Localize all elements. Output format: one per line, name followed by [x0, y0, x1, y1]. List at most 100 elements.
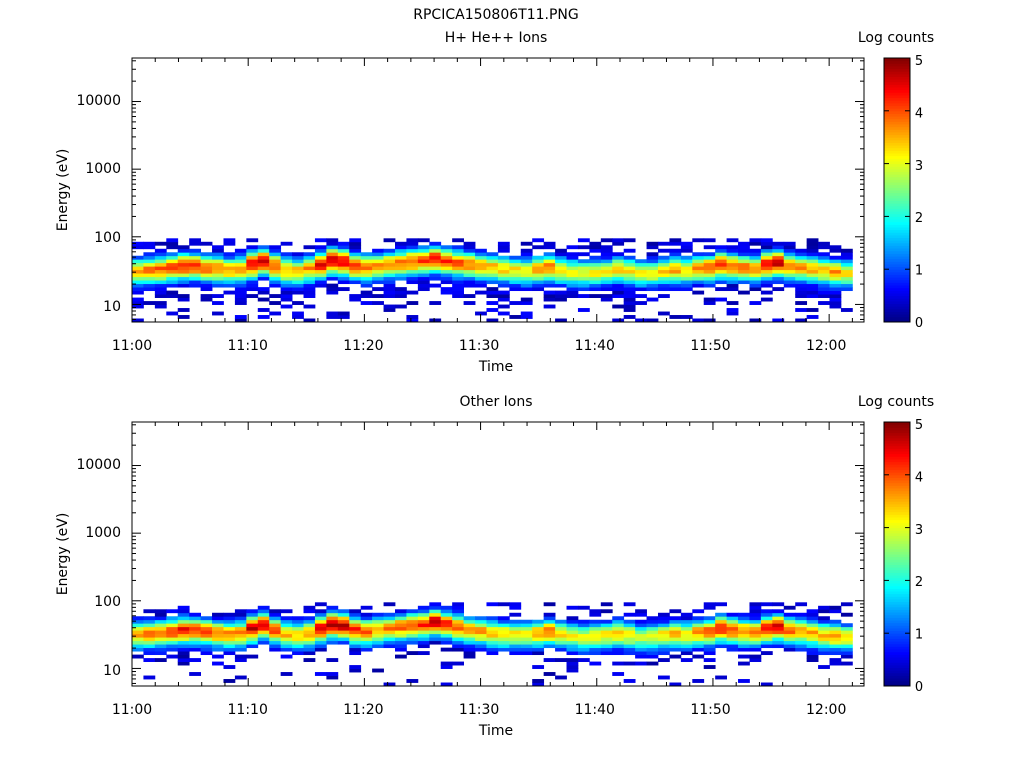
- spectrogram-cell: [589, 280, 602, 285]
- spectrogram-cell: [669, 616, 682, 621]
- spectrogram-cell: [280, 626, 293, 631]
- spectrogram-cell: [555, 273, 567, 278]
- colorbar-segment: [884, 506, 910, 510]
- spectrogram-cell: [429, 633, 442, 638]
- colorbar-segment: [884, 197, 910, 202]
- spectrogram-cell: [566, 287, 579, 292]
- spectrogram-cell: [840, 630, 853, 635]
- spectrogram-cell: [280, 269, 293, 274]
- spectrogram-cell: [612, 651, 625, 656]
- spectrogram-cell: [234, 633, 247, 638]
- colorbar-tick-label: 3: [915, 159, 923, 174]
- spectrogram-cell: [783, 633, 796, 638]
- spectrogram-cell: [360, 301, 373, 305]
- spectrogram-cell: [269, 269, 282, 274]
- spectrogram-cell: [292, 290, 304, 295]
- spectrogram-cell: [360, 623, 373, 628]
- spectrogram-cell: [337, 276, 350, 281]
- spectrogram-cell: [692, 273, 705, 278]
- colorbar-segment: [884, 683, 910, 687]
- spectrogram-cell: [760, 269, 773, 274]
- spectrogram-cell: [772, 619, 785, 624]
- spectrogram-cell: [212, 283, 224, 288]
- spectrogram-cell: [520, 647, 533, 652]
- spectrogram-cell: [417, 609, 430, 614]
- spectrogram-cell: [234, 276, 247, 281]
- spectrogram-cell: [143, 619, 156, 624]
- x-tick-label: 11:30: [459, 338, 499, 354]
- spectrogram-cell: [829, 605, 842, 610]
- spectrogram-cell: [532, 619, 545, 624]
- colorbar-segment: [884, 110, 910, 114]
- spectrogram-cell: [703, 658, 716, 662]
- spectrogram-cell: [760, 238, 773, 243]
- spectrogram-cell: [566, 661, 579, 666]
- colorbar-segment: [884, 171, 910, 175]
- spectrogram-cell: [200, 626, 213, 631]
- spectrogram-cell: [589, 630, 602, 635]
- spectrogram-cell: [692, 637, 705, 642]
- spectrogram-cell: [292, 255, 304, 260]
- spectrogram-cell: [612, 633, 625, 638]
- spectrogram-cell: [269, 633, 282, 638]
- spectrogram-cell: [749, 273, 762, 278]
- spectrogram-cell: [395, 640, 407, 645]
- spectrogram-cell: [463, 241, 476, 246]
- spectrogram-cell: [566, 623, 579, 628]
- colorbar-segment: [884, 464, 910, 468]
- colorbar-segment: [884, 670, 910, 674]
- spectrogram-cell: [429, 301, 442, 305]
- spectrogram-cell: [749, 616, 762, 621]
- colorbar-segment: [884, 527, 910, 531]
- spectrogram-cell: [440, 665, 453, 669]
- spectrogram-cell: [383, 259, 396, 264]
- spectrogram-cell: [463, 301, 476, 305]
- spectrogram-cell: [223, 630, 236, 635]
- spectrogram-cell: [383, 269, 396, 274]
- spectrogram-cell: [555, 658, 567, 662]
- spectrogram-cell: [257, 612, 270, 617]
- spectrogram-cell: [337, 609, 350, 614]
- spectrogram-cell: [280, 266, 293, 271]
- spectrogram-cell: [177, 644, 190, 649]
- spectrogram-cell: [703, 665, 716, 669]
- spectrogram-cell: [212, 294, 224, 298]
- spectrogram-cell: [760, 290, 773, 295]
- spectrogram-cell: [566, 245, 579, 250]
- colorbar-segment: [884, 427, 910, 431]
- spectrogram-cell: [257, 623, 270, 628]
- spectrogram-cell: [657, 616, 670, 621]
- colorbar-segment: [884, 638, 910, 642]
- spectrogram-cell: [577, 245, 590, 250]
- spectrogram-cell: [326, 315, 339, 319]
- spectrogram-cell: [589, 294, 602, 298]
- spectrogram-cell: [749, 280, 762, 285]
- spectrogram-cell: [440, 280, 453, 285]
- spectrogram-cell: [143, 637, 156, 642]
- spectrogram-cell: [143, 651, 156, 656]
- spectrogram-cell: [657, 675, 670, 680]
- spectrogram-cell: [234, 619, 247, 624]
- spectrogram-cell: [646, 630, 659, 635]
- spectrogram-cell: [669, 287, 682, 292]
- spectrogram-cell: [303, 630, 316, 635]
- spectrogram-cell: [543, 672, 556, 676]
- spectrogram-cell: [692, 238, 705, 243]
- spectrogram-cell: [212, 637, 224, 642]
- spectrogram-cell: [395, 654, 407, 659]
- colorbar: [883, 421, 911, 687]
- spectrogram-cell: [795, 266, 808, 271]
- colorbar-segment: [884, 440, 910, 444]
- spectrogram-cell: [738, 654, 750, 659]
- colorbar-segment: [884, 298, 910, 302]
- colorbar-segment: [884, 575, 910, 579]
- spectrogram-cell: [703, 273, 716, 278]
- spectrogram-cell: [212, 276, 224, 281]
- spectrogram-cell: [829, 248, 842, 253]
- colorbar-segment: [884, 561, 910, 566]
- spectrogram-cell: [406, 241, 419, 246]
- spectrogram-cell: [543, 273, 556, 278]
- spectrogram-cell: [555, 626, 567, 631]
- spectrogram-cell: [623, 259, 636, 264]
- spectrogram-cell: [532, 647, 545, 652]
